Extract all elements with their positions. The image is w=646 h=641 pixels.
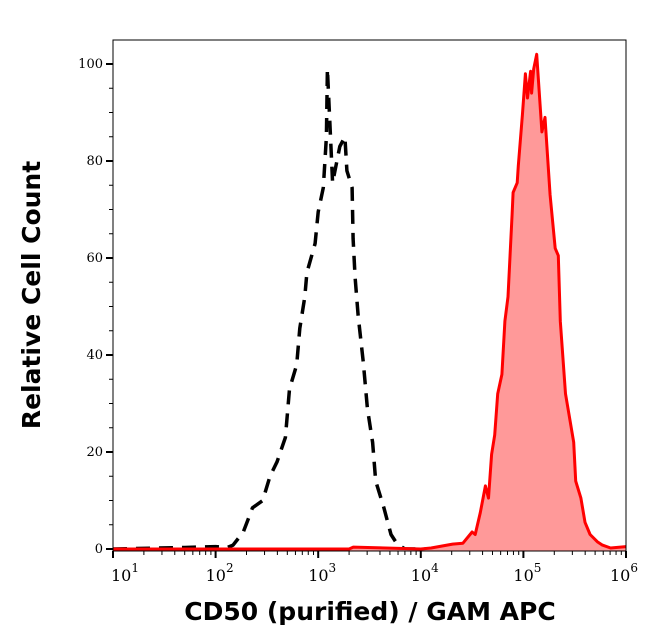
x-tick-label: 104: [411, 561, 439, 585]
x-tick-exponent: 1: [131, 561, 139, 575]
y-tick-label: 0: [95, 542, 103, 557]
series-line-0: [112, 67, 626, 551]
y-tick-label: 80: [86, 154, 103, 169]
x-tick-exponent: 4: [431, 561, 439, 575]
x-tick-exponent: 3: [329, 561, 337, 575]
plot-frame: [112, 39, 627, 552]
x-tick-label: 106: [610, 561, 638, 585]
x-tick-label: 105: [513, 561, 541, 585]
y-axis-label: Relative Cell Count: [17, 161, 46, 429]
x-tick-base: 10: [206, 566, 226, 585]
x-tick-base: 10: [610, 566, 630, 585]
x-tick-label: 103: [308, 561, 336, 585]
x-tick-exponent: 6: [630, 561, 638, 575]
x-tick-label: 101: [111, 561, 139, 585]
series-layer: [112, 52, 627, 552]
x-axis-label: CD50 (purified) / GAM APC: [184, 597, 555, 626]
x-tick-exponent: 2: [226, 561, 234, 575]
x-tick-base: 10: [513, 566, 533, 585]
y-tick-label: 100: [78, 57, 103, 72]
x-tick-label: 102: [206, 561, 234, 585]
x-tick-base: 10: [111, 566, 131, 585]
y-tick-label: 20: [86, 445, 103, 460]
x-tick-exponent: 5: [534, 561, 542, 575]
y-tick-label: 40: [86, 348, 103, 363]
x-tick-base: 10: [411, 566, 431, 585]
x-tick-base: 10: [308, 566, 328, 585]
series-fill-1: [113, 54, 626, 552]
y-tick-label: 60: [86, 251, 103, 266]
series-line-1: [113, 52, 627, 551]
